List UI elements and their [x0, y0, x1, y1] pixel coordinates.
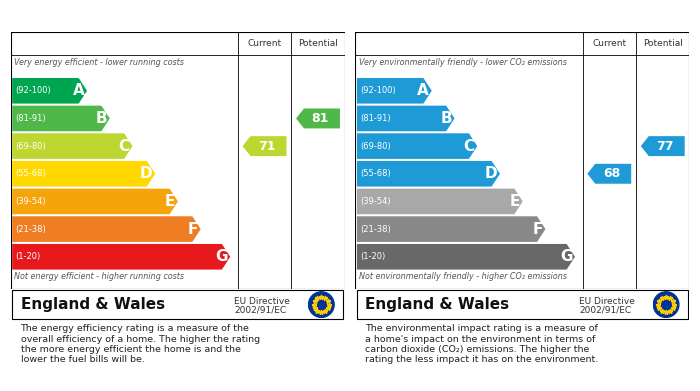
Text: G: G	[560, 249, 573, 264]
Polygon shape	[357, 244, 575, 269]
Polygon shape	[12, 106, 110, 131]
Text: B: B	[95, 111, 107, 126]
Text: Environmental Impact (CO₂) Rating: Environmental Impact (CO₂) Rating	[363, 9, 638, 23]
Text: Not environmentally friendly - higher CO₂ emissions: Not environmentally friendly - higher CO…	[358, 272, 566, 281]
Text: (69-80): (69-80)	[15, 142, 46, 151]
Polygon shape	[12, 216, 201, 242]
Polygon shape	[12, 78, 87, 104]
Text: England & Wales: England & Wales	[365, 297, 510, 312]
Polygon shape	[357, 106, 454, 131]
Text: E: E	[510, 194, 520, 209]
Text: (81-91): (81-91)	[360, 114, 391, 123]
Text: (92-100): (92-100)	[15, 86, 51, 95]
Polygon shape	[357, 188, 523, 214]
Polygon shape	[12, 244, 230, 269]
Text: (55-68): (55-68)	[15, 169, 46, 178]
Text: G: G	[215, 249, 228, 264]
Circle shape	[309, 292, 334, 317]
Text: Very environmentally friendly - lower CO₂ emissions: Very environmentally friendly - lower CO…	[358, 58, 566, 67]
Text: Current: Current	[592, 39, 626, 48]
FancyBboxPatch shape	[357, 290, 688, 319]
Text: Not energy efficient - higher running costs: Not energy efficient - higher running co…	[14, 272, 184, 281]
Text: England & Wales: England & Wales	[20, 297, 164, 312]
Text: (92-100): (92-100)	[360, 86, 396, 95]
Text: (21-38): (21-38)	[15, 224, 46, 233]
Text: (1-20): (1-20)	[360, 252, 386, 261]
Text: (21-38): (21-38)	[360, 224, 391, 233]
Text: Current: Current	[248, 39, 281, 48]
Text: (69-80): (69-80)	[360, 142, 391, 151]
Text: C: C	[119, 139, 130, 154]
Text: C: C	[463, 139, 475, 154]
Text: (39-54): (39-54)	[15, 197, 46, 206]
Polygon shape	[12, 188, 178, 214]
Text: 2002/91/EC: 2002/91/EC	[234, 306, 286, 315]
Text: EU Directive: EU Directive	[234, 297, 290, 306]
Text: A: A	[73, 83, 85, 98]
Text: 81: 81	[312, 112, 329, 125]
Text: F: F	[188, 222, 198, 237]
Polygon shape	[357, 216, 545, 242]
Polygon shape	[243, 136, 286, 156]
Text: EU Directive: EU Directive	[579, 297, 635, 306]
Text: E: E	[165, 194, 175, 209]
Polygon shape	[587, 164, 631, 184]
Text: F: F	[533, 222, 542, 237]
Text: A: A	[417, 83, 429, 98]
Text: Potential: Potential	[298, 39, 338, 48]
FancyBboxPatch shape	[12, 290, 343, 319]
Text: D: D	[484, 166, 497, 181]
Text: The energy efficiency rating is a measure of the
overall efficiency of a home. T: The energy efficiency rating is a measur…	[20, 324, 260, 364]
Polygon shape	[357, 78, 432, 104]
Text: B: B	[440, 111, 452, 126]
Polygon shape	[12, 133, 132, 159]
Polygon shape	[640, 136, 685, 156]
Text: (1-20): (1-20)	[15, 252, 41, 261]
Text: 68: 68	[603, 167, 620, 180]
Circle shape	[653, 292, 679, 317]
Text: The environmental impact rating is a measure of
a home's impact on the environme: The environmental impact rating is a mea…	[365, 324, 598, 364]
Text: 2002/91/EC: 2002/91/EC	[579, 306, 631, 315]
Text: Potential: Potential	[643, 39, 682, 48]
Text: Energy Efficiency Rating: Energy Efficiency Rating	[19, 9, 210, 23]
Polygon shape	[296, 108, 340, 128]
Polygon shape	[357, 133, 477, 159]
Text: (55-68): (55-68)	[360, 169, 391, 178]
Text: (39-54): (39-54)	[360, 197, 391, 206]
Text: (81-91): (81-91)	[15, 114, 46, 123]
Polygon shape	[12, 161, 155, 187]
Polygon shape	[357, 161, 500, 187]
Text: 71: 71	[258, 140, 276, 152]
Text: 77: 77	[656, 140, 673, 152]
Text: Very energy efficient - lower running costs: Very energy efficient - lower running co…	[14, 58, 183, 67]
Text: D: D	[140, 166, 153, 181]
